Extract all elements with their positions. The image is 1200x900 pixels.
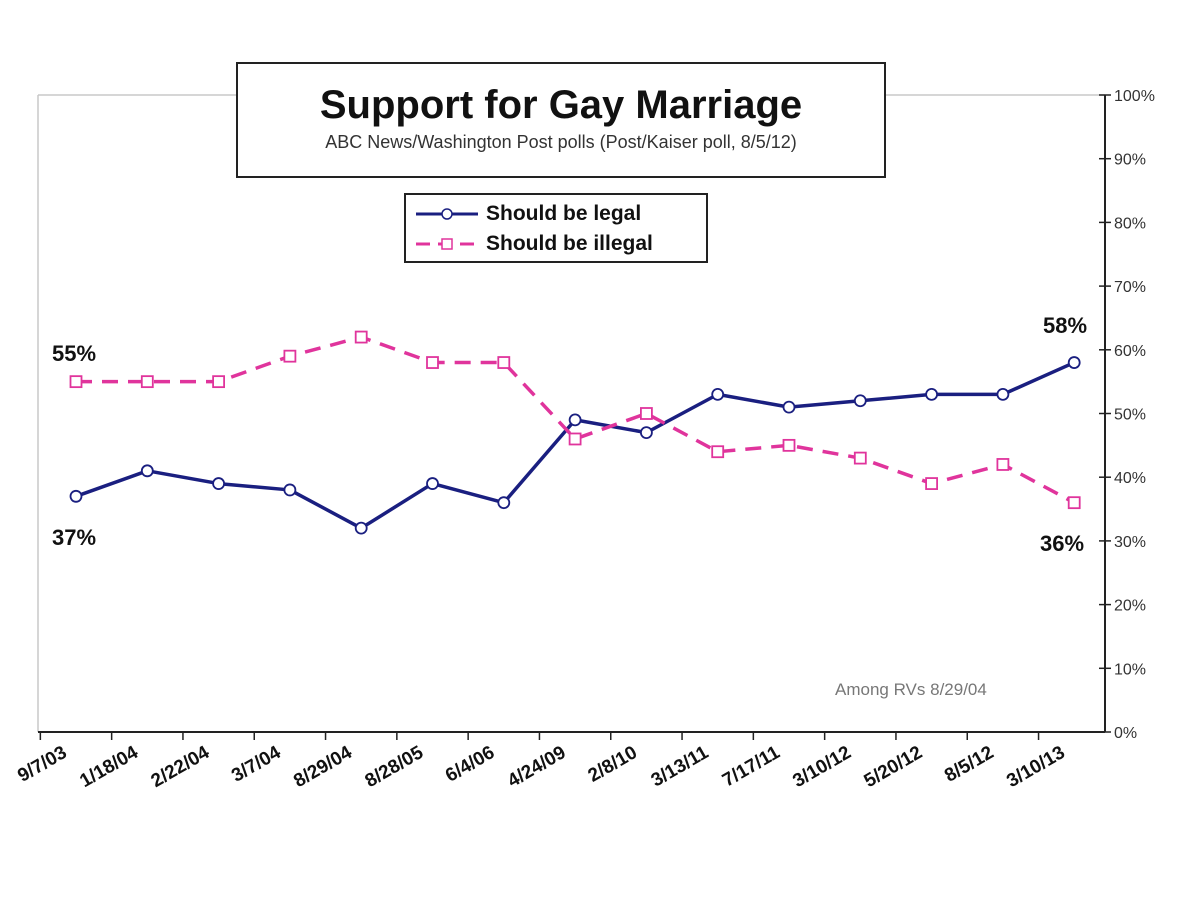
- y-axis: 0% 10% 20% 30% 40% 50% 60% 70% 80% 90% 100%: [1099, 88, 1155, 742]
- x-tick-label: 6/4/06: [442, 742, 498, 787]
- annotation-illegal-end: 36%: [1040, 531, 1084, 556]
- y-tick-label: 40%: [1114, 470, 1146, 487]
- x-tick-label: 2/8/10: [585, 742, 641, 787]
- chart-subtitle: ABC News/Washington Post polls (Post/Kai…: [325, 132, 797, 152]
- data-point-illegal: [568, 432, 582, 446]
- chart-title: Support for Gay Marriage: [319, 83, 803, 127]
- y-tick-label: 0%: [1114, 725, 1137, 742]
- annotation-layer: 55% 37% 58% 36% Among RVs 8/29/04: [52, 313, 1087, 699]
- y-tick-label: 60%: [1114, 343, 1146, 360]
- x-tick-label: 8/28/05: [362, 742, 428, 792]
- data-point-legal: [69, 489, 83, 503]
- data-point-illegal: [996, 458, 1010, 471]
- legend-swatch-illegal: [416, 238, 478, 250]
- data-point-illegal: [1067, 496, 1081, 510]
- data-point-legal: [426, 477, 439, 490]
- y-tick-label: 20%: [1114, 598, 1146, 615]
- data-point-legal: [853, 394, 867, 408]
- x-tick-label: 5/20/12: [861, 742, 926, 792]
- legend-swatch-legal: [416, 208, 478, 220]
- data-point-legal: [283, 483, 297, 497]
- x-tick-label: 3/7/04: [228, 742, 285, 787]
- legend-label-illegal: Should be illegal: [486, 232, 653, 255]
- y-tick-label: 30%: [1114, 534, 1146, 551]
- series-layer: [69, 330, 1081, 535]
- data-point-illegal: [354, 330, 368, 344]
- x-tick-label: 8/29/04: [290, 742, 356, 792]
- x-tick-label: 9/7/03: [14, 742, 70, 787]
- y-tick-label: 80%: [1114, 215, 1146, 232]
- annotation-legal-start: 37%: [52, 525, 96, 550]
- x-tick-label: 3/10/13: [1003, 742, 1068, 792]
- data-point-illegal: [426, 356, 439, 369]
- x-tick-label: 3/13/11: [648, 742, 713, 792]
- annotation-legal-end: 58%: [1043, 313, 1087, 338]
- y-tick-label: 90%: [1114, 152, 1146, 169]
- data-point-legal: [568, 413, 582, 427]
- x-tick-label: 4/24/09: [504, 742, 569, 792]
- data-point-legal: [497, 496, 511, 510]
- data-point-legal: [212, 477, 226, 490]
- data-point-illegal: [640, 407, 653, 420]
- x-tick-label: 1/18/04: [76, 742, 142, 792]
- data-point-legal: [1067, 356, 1081, 369]
- data-point-legal: [640, 426, 653, 440]
- legend: Should be legal Should be illegal: [404, 193, 708, 263]
- x-tick-label: 8/5/12: [941, 742, 997, 787]
- plot-frame: [37, 94, 1105, 732]
- annotation-note: Among RVs 8/29/04: [835, 680, 987, 699]
- data-point-illegal: [69, 375, 83, 389]
- legend-label-legal: Should be legal: [486, 202, 642, 225]
- data-point-legal: [782, 400, 796, 414]
- x-tick-label: 3/10/12: [789, 742, 854, 792]
- data-point-legal: [925, 387, 938, 401]
- data-point-illegal: [711, 445, 725, 459]
- data-point-illegal: [140, 375, 154, 389]
- data-point-legal: [140, 464, 154, 478]
- annotation-illegal-start: 55%: [52, 341, 96, 366]
- data-point-legal: [711, 387, 725, 401]
- data-point-illegal: [925, 477, 938, 490]
- data-point-legal: [354, 521, 368, 535]
- data-point-illegal: [782, 438, 796, 452]
- y-tick-label: 50%: [1114, 407, 1146, 424]
- legend-item-legal: Should be legal: [414, 200, 641, 228]
- data-point-illegal: [283, 349, 297, 363]
- data-point-illegal: [853, 451, 867, 465]
- data-point-legal: [996, 387, 1010, 401]
- y-tick-label: 100%: [1114, 88, 1155, 105]
- y-tick-label: 10%: [1114, 661, 1146, 678]
- data-point-illegal: [212, 375, 226, 389]
- series-line-illegal: [76, 335, 1076, 505]
- title-box: Support for Gay Marriage ABC News/Washin…: [236, 62, 886, 178]
- x-axis: 9/7/03 1/18/04 2/22/04 3/7/04 8/29/04 8/28/05…: [14, 731, 1105, 792]
- data-point-illegal: [497, 356, 511, 369]
- y-tick-label: 70%: [1114, 279, 1146, 296]
- x-tick-label: 7/17/11: [719, 742, 784, 792]
- x-tick-label: 2/22/04: [148, 742, 214, 792]
- legend-item-illegal: Should be illegal: [414, 230, 653, 258]
